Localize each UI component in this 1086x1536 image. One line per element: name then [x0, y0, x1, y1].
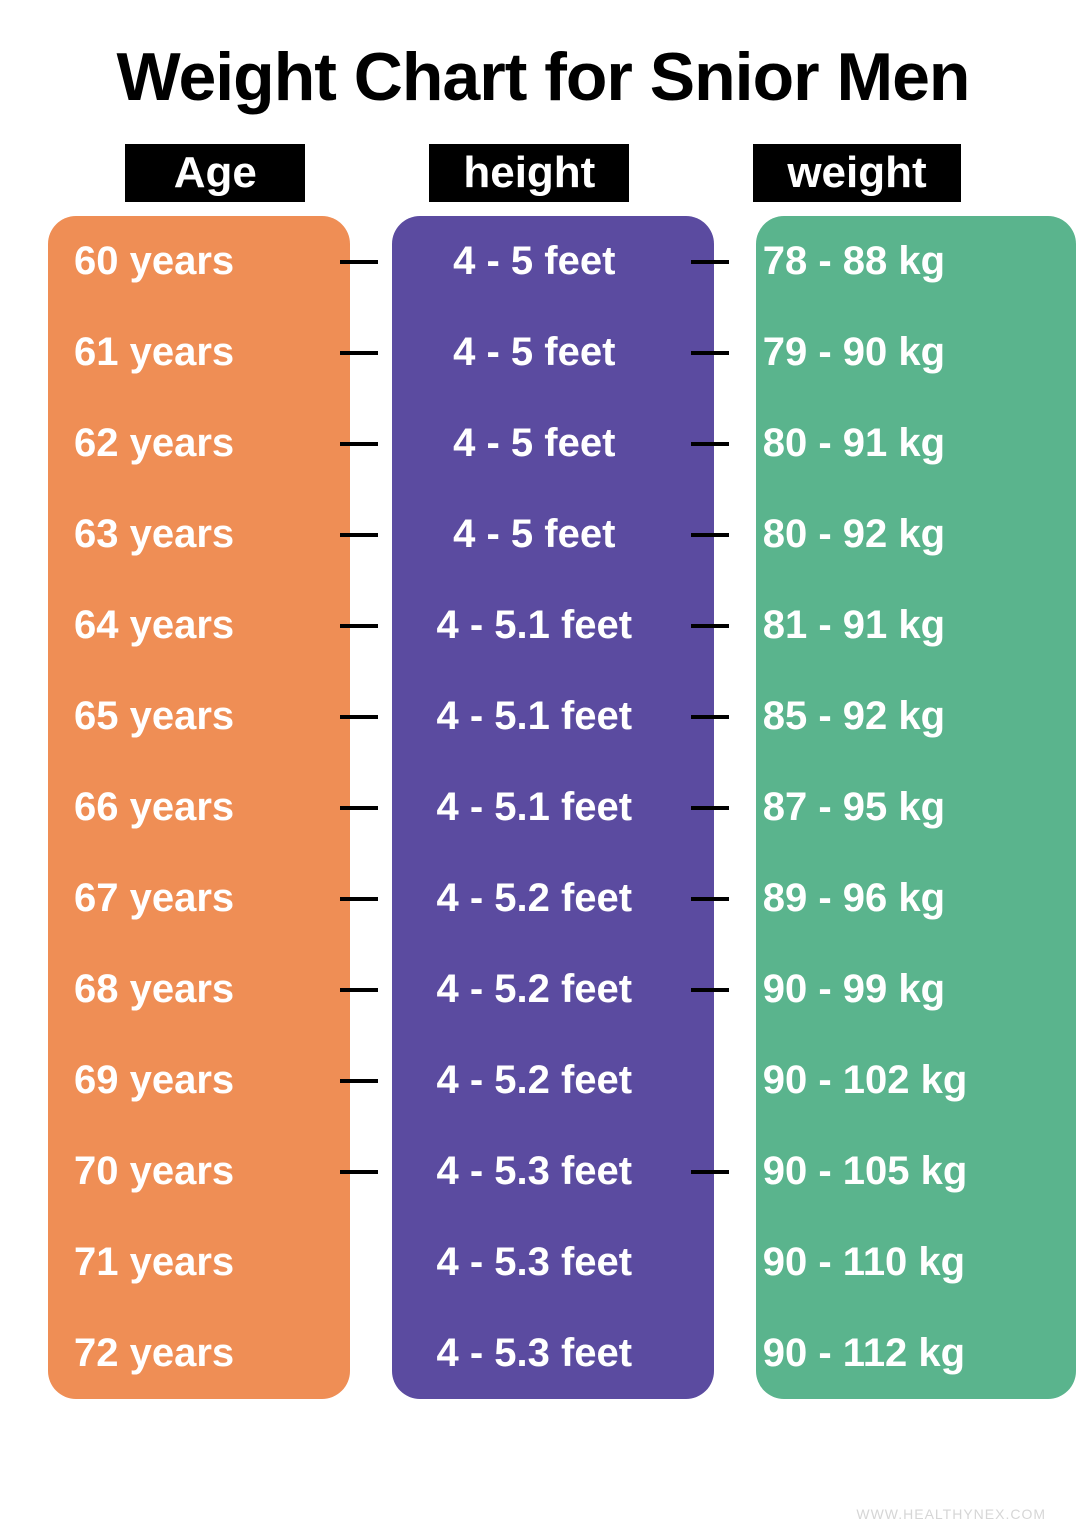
cell-weight: 90 - 99 kg: [731, 944, 1038, 1035]
table-row: 60 years 4 - 5 feet 78 - 88 kg: [48, 216, 1038, 307]
connector: [340, 351, 378, 355]
table-row: 67 years 4 - 5.2 feet 89 - 96 kg: [48, 853, 1038, 944]
table-row: 72 years 4 - 5.3 feet 90 - 112 kg: [48, 1308, 1038, 1399]
cell-weight: 78 - 88 kg: [731, 216, 1038, 307]
cell-height: 4 - 5 feet: [380, 398, 689, 489]
cell-height: 4 - 5 feet: [380, 489, 689, 580]
connector: [340, 806, 378, 810]
connector: [340, 260, 378, 264]
table-row: 70 years 4 - 5.3 feet 90 - 105 kg: [48, 1126, 1038, 1217]
cell-age: 66 years: [48, 762, 338, 853]
cell-weight: 81 - 91 kg: [731, 580, 1038, 671]
cell-weight: 79 - 90 kg: [731, 307, 1038, 398]
cell-weight: 90 - 110 kg: [731, 1217, 1038, 1308]
connector: [340, 988, 378, 992]
cell-height: 4 - 5.2 feet: [380, 1035, 689, 1126]
cell-weight: 85 - 92 kg: [731, 671, 1038, 762]
connector: [340, 1079, 378, 1083]
cell-age: 63 years: [48, 489, 338, 580]
cell-height: 4 - 5.1 feet: [380, 762, 689, 853]
data-grid: 60 years 4 - 5 feet 78 - 88 kg 61 years 4 - …: [0, 216, 1086, 1399]
connector: [340, 442, 378, 446]
cell-height: 4 - 5 feet: [380, 307, 689, 398]
cell-height: 4 - 5.1 feet: [380, 671, 689, 762]
table-row: 69 years 4 - 5.2 feet 90 - 102 kg: [48, 1035, 1038, 1126]
connector: [340, 897, 378, 901]
connector: [691, 988, 729, 992]
header-height: height: [429, 144, 629, 202]
connector: [691, 715, 729, 719]
connector: [691, 1170, 729, 1174]
cell-height: 4 - 5.2 feet: [380, 944, 689, 1035]
cell-height: 4 - 5.3 feet: [380, 1126, 689, 1217]
connector: [691, 442, 729, 446]
table-row: 64 years 4 - 5.1 feet 81 - 91 kg: [48, 580, 1038, 671]
table-row: 63 years 4 - 5 feet 80 - 92 kg: [48, 489, 1038, 580]
connector: [691, 897, 729, 901]
cell-age: 61 years: [48, 307, 338, 398]
column-headers: Age height weight: [0, 144, 1086, 216]
table-row: 62 years 4 - 5 feet 80 - 91 kg: [48, 398, 1038, 489]
cell-weight: 90 - 102 kg: [731, 1035, 1038, 1126]
cell-age: 70 years: [48, 1126, 338, 1217]
cell-weight: 90 - 105 kg: [731, 1126, 1038, 1217]
cell-weight: 80 - 91 kg: [731, 398, 1038, 489]
page-title: Weight Chart for Snior Men: [0, 0, 1086, 144]
cell-age: 69 years: [48, 1035, 338, 1126]
connector: [340, 533, 378, 537]
connector: [691, 624, 729, 628]
cell-weight: 89 - 96 kg: [731, 853, 1038, 944]
cell-height: 4 - 5 feet: [380, 216, 689, 307]
cell-age: 72 years: [48, 1308, 338, 1399]
connector: [691, 806, 729, 810]
connector: [340, 1170, 378, 1174]
cell-age: 60 years: [48, 216, 338, 307]
table-row: 68 years 4 - 5.2 feet 90 - 99 kg: [48, 944, 1038, 1035]
cell-age: 62 years: [48, 398, 338, 489]
cell-weight: 80 - 92 kg: [731, 489, 1038, 580]
cell-height: 4 - 5.1 feet: [380, 580, 689, 671]
connector: [691, 351, 729, 355]
connector: [340, 624, 378, 628]
cell-age: 71 years: [48, 1217, 338, 1308]
table-row: 65 years 4 - 5.1 feet 85 - 92 kg: [48, 671, 1038, 762]
cell-age: 68 years: [48, 944, 338, 1035]
cell-weight: 90 - 112 kg: [731, 1308, 1038, 1399]
connector: [691, 260, 729, 264]
header-weight: weight: [753, 144, 960, 202]
table-row: 66 years 4 - 5.1 feet 87 - 95 kg: [48, 762, 1038, 853]
cell-height: 4 - 5.2 feet: [380, 853, 689, 944]
header-age: Age: [125, 144, 305, 202]
connector: [340, 715, 378, 719]
table-row: 71 years 4 - 5.3 feet 90 - 110 kg: [48, 1217, 1038, 1308]
cell-age: 64 years: [48, 580, 338, 671]
cell-age: 65 years: [48, 671, 338, 762]
table-row: 61 years 4 - 5 feet 79 - 90 kg: [48, 307, 1038, 398]
cell-height: 4 - 5.3 feet: [380, 1217, 689, 1308]
cell-weight: 87 - 95 kg: [731, 762, 1038, 853]
connector: [691, 533, 729, 537]
source-credit: WWW.HEALTHYNEX.COM: [856, 1506, 1046, 1522]
cell-height: 4 - 5.3 feet: [380, 1308, 689, 1399]
cell-age: 67 years: [48, 853, 338, 944]
